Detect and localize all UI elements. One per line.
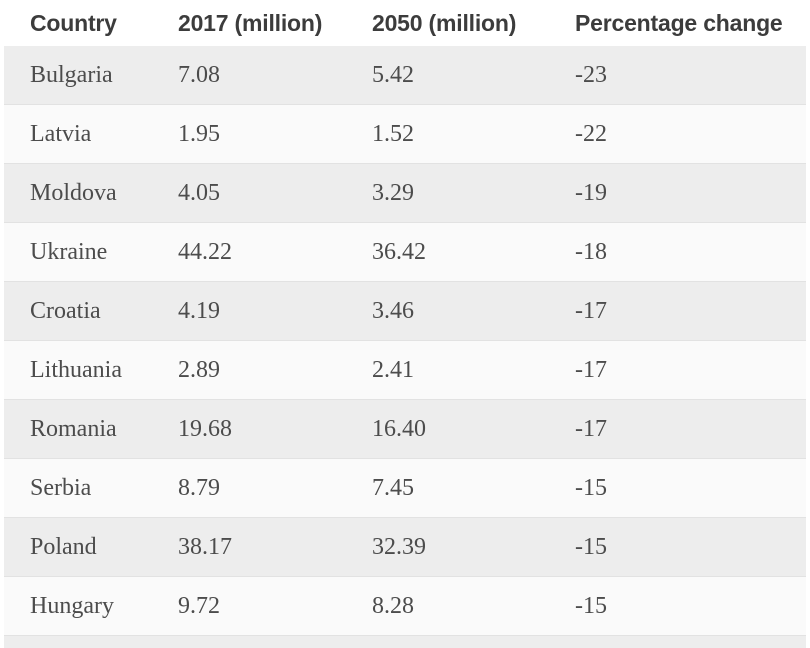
table-row: Moldova 4.05 3.29 -19 <box>4 163 806 223</box>
cell-country: Lithuania <box>4 340 152 400</box>
population-projection-table: Country 2017 (million) 2050 (million) Pe… <box>4 0 806 636</box>
cell-country: Bulgaria <box>4 46 152 105</box>
cell-country: Croatia <box>4 281 152 341</box>
cell-percentage-change: -17 <box>549 399 806 459</box>
table-row: Lithuania 2.89 2.41 -17 <box>4 340 806 400</box>
table-body: Bulgaria 7.08 5.42 -23 Latvia 1.95 1.52 -22 Mold… <box>4 46 806 636</box>
cell-percentage-change: -17 <box>549 281 806 341</box>
cell-2050-population: 2.41 <box>346 340 549 400</box>
cell-percentage-change: -19 <box>549 163 806 223</box>
table-row: Hungary 9.72 8.28 -15 <box>4 576 806 636</box>
cell-2017-population: 2.89 <box>152 340 346 400</box>
cell-2050-population: 8.28 <box>346 576 549 636</box>
cell-2050-population: 5.42 <box>346 46 549 105</box>
cell-percentage-change: -23 <box>549 46 806 105</box>
table-row: Latvia 1.95 1.52 -22 <box>4 104 806 164</box>
cell-2017-population: 9.72 <box>152 576 346 636</box>
column-header-2017-million: 2017 (million) <box>152 0 346 46</box>
cell-2050-population: 1.52 <box>346 104 549 164</box>
cell-country: Moldova <box>4 163 152 223</box>
table-row: Serbia 8.79 7.45 -15 <box>4 458 806 518</box>
cell-percentage-change: -15 <box>549 576 806 636</box>
cell-2050-population: 32.39 <box>346 517 549 577</box>
table-row: Poland 38.17 32.39 -15 <box>4 517 806 577</box>
header-row: Country 2017 (million) 2050 (million) Pe… <box>4 0 806 46</box>
cell-2017-population: 19.68 <box>152 399 346 459</box>
cell-2017-population: 38.17 <box>152 517 346 577</box>
cell-percentage-change: -17 <box>549 340 806 400</box>
cell-country: Poland <box>4 517 152 577</box>
cell-2017-population: 4.19 <box>152 281 346 341</box>
cell-percentage-change: -15 <box>549 458 806 518</box>
cell-2050-population: 3.29 <box>346 163 549 223</box>
cell-2017-population: 1.95 <box>152 104 346 164</box>
cell-country: Ukraine <box>4 222 152 282</box>
cell-country: Romania <box>4 399 152 459</box>
table-row: Croatia 4.19 3.46 -17 <box>4 281 806 341</box>
clipped-next-row <box>4 636 806 648</box>
table-row: Romania 19.68 16.40 -17 <box>4 399 806 459</box>
cell-percentage-change: -15 <box>549 517 806 577</box>
cell-2017-population: 8.79 <box>152 458 346 518</box>
cell-2050-population: 7.45 <box>346 458 549 518</box>
cell-2050-population: 3.46 <box>346 281 549 341</box>
cell-country: Serbia <box>4 458 152 518</box>
cell-2050-population: 16.40 <box>346 399 549 459</box>
cell-percentage-change: -22 <box>549 104 806 164</box>
cell-2017-population: 44.22 <box>152 222 346 282</box>
table-row: Bulgaria 7.08 5.42 -23 <box>4 46 806 105</box>
cell-country: Latvia <box>4 104 152 164</box>
column-header-2050-million: 2050 (million) <box>346 0 549 46</box>
cell-percentage-change: -18 <box>549 222 806 282</box>
cell-2017-population: 7.08 <box>152 46 346 105</box>
column-header-percentage-change: Percentage change <box>549 0 806 46</box>
column-header-country: Country <box>4 0 152 46</box>
cell-country: Hungary <box>4 576 152 636</box>
cell-2050-population: 36.42 <box>346 222 549 282</box>
table-row: Ukraine 44.22 36.42 -18 <box>4 222 806 282</box>
cell-2017-population: 4.05 <box>152 163 346 223</box>
